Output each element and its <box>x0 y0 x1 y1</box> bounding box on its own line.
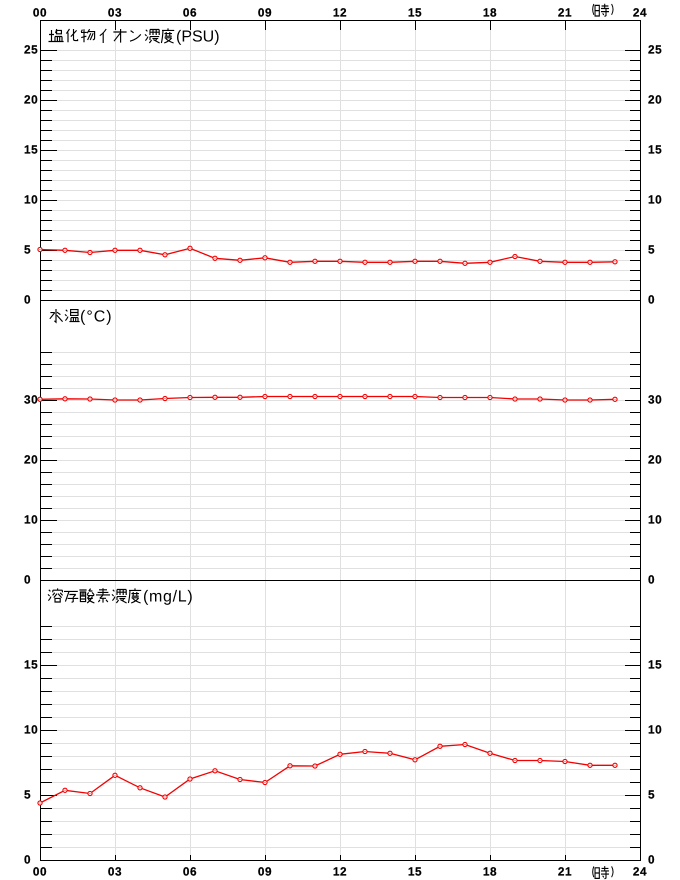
svg-text:10: 10 <box>24 723 38 737</box>
svg-text:(PSU): (PSU) <box>176 29 220 46</box>
svg-text:0: 0 <box>648 293 655 307</box>
svg-text:03: 03 <box>108 865 122 879</box>
svg-text:20: 20 <box>24 453 38 467</box>
svg-text:30: 30 <box>648 393 662 407</box>
svg-text:15: 15 <box>24 658 38 672</box>
svg-text:15: 15 <box>408 6 422 20</box>
svg-text:18: 18 <box>483 6 497 20</box>
svg-text:15: 15 <box>408 865 422 879</box>
svg-text:15: 15 <box>648 143 662 157</box>
svg-text:(°C): (°C) <box>80 309 113 326</box>
svg-text:20: 20 <box>24 93 38 107</box>
svg-text:0: 0 <box>648 853 655 867</box>
svg-text:09: 09 <box>258 865 272 879</box>
svg-text:06: 06 <box>183 6 197 20</box>
svg-text:20: 20 <box>648 93 662 107</box>
svg-text:5: 5 <box>648 788 655 802</box>
svg-text:0: 0 <box>648 573 655 587</box>
svg-text:24: 24 <box>633 865 647 879</box>
svg-text:21: 21 <box>558 6 572 20</box>
svg-text:30: 30 <box>24 393 38 407</box>
svg-text:0: 0 <box>24 853 31 867</box>
svg-text:5: 5 <box>648 243 655 257</box>
svg-text:15: 15 <box>24 143 38 157</box>
svg-text:15: 15 <box>648 658 662 672</box>
svg-text:10: 10 <box>648 193 662 207</box>
svg-text:00: 00 <box>33 865 47 879</box>
svg-text:18: 18 <box>483 865 497 879</box>
svg-text:12: 12 <box>333 865 347 879</box>
svg-text:(mg/L): (mg/L) <box>143 589 193 606</box>
svg-text:0: 0 <box>24 293 31 307</box>
svg-text:12: 12 <box>333 6 347 20</box>
svg-text:09: 09 <box>258 6 272 20</box>
svg-text:25: 25 <box>648 43 662 57</box>
svg-text:24: 24 <box>633 6 647 20</box>
svg-text:5: 5 <box>24 788 31 802</box>
svg-text:10: 10 <box>24 193 38 207</box>
svg-text:10: 10 <box>24 513 38 527</box>
svg-text:21: 21 <box>558 865 572 879</box>
svg-text:06: 06 <box>183 865 197 879</box>
svg-text:0: 0 <box>24 573 31 587</box>
svg-text:10: 10 <box>648 723 662 737</box>
svg-text:00: 00 <box>33 6 47 20</box>
svg-text:20: 20 <box>648 453 662 467</box>
svg-text:10: 10 <box>648 513 662 527</box>
svg-text:5: 5 <box>24 243 31 257</box>
svg-text:03: 03 <box>108 6 122 20</box>
svg-text:25: 25 <box>24 43 38 57</box>
